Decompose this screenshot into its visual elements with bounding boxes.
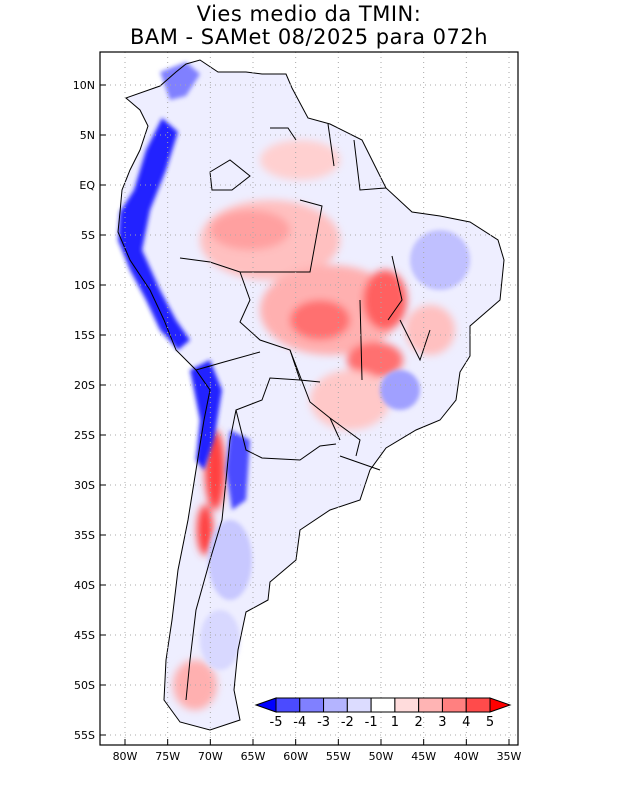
- longitude-label: 55W: [326, 750, 351, 763]
- graticule: [100, 52, 518, 745]
- colorbar-swatch: [465, 697, 491, 713]
- latitude-label: 30S: [74, 479, 95, 492]
- latitude-label: 50S: [74, 679, 95, 692]
- longitude-label: 65W: [241, 750, 266, 763]
- colorbar-swatch: [346, 697, 372, 713]
- colorbar-label: -4: [293, 715, 306, 730]
- colorbar-label: -2: [341, 715, 354, 730]
- longitude-axis: 80W 75W 70W 65W 60W 55W 50W 45W 40W 35W: [113, 739, 522, 763]
- colorbar-swatch: [323, 697, 348, 713]
- longitude-label: 40W: [454, 750, 479, 763]
- colorbar-label: 4: [462, 715, 470, 730]
- colorbar-swatch: [441, 697, 467, 713]
- longitude-label: 35W: [497, 750, 522, 763]
- latitude-label: 15S: [74, 329, 95, 342]
- colorbar-swatch: [370, 697, 396, 713]
- colorbar-label: -1: [365, 715, 378, 730]
- colorbar-label: 2: [415, 715, 423, 730]
- colorbar: -5 -4 -3 -2 -1 1 2 3 4 5: [254, 697, 512, 730]
- colorbar-swatch: [418, 697, 443, 713]
- latitude-axis: 10N 5N EQ 5S 10S 15S 20S 25S 30S 35S 40S 45S 50S 55S: [73, 79, 106, 742]
- colorbar-label: -3: [317, 715, 330, 730]
- latitude-label: 5S: [81, 229, 95, 242]
- longitude-label: 70W: [198, 750, 223, 763]
- latitude-label: 25S: [74, 429, 95, 442]
- longitude-label: 50W: [369, 750, 394, 763]
- latitude-label: 10N: [73, 79, 95, 92]
- longitude-label: 45W: [411, 750, 436, 763]
- latitude-label: EQ: [79, 179, 95, 192]
- latitude-label: 45S: [74, 629, 95, 642]
- cold-bias-regions: [118, 62, 470, 670]
- map-title-line-1: Vies medio da TMIN:: [196, 2, 422, 26]
- latitude-label: 20S: [74, 379, 95, 392]
- plot-frame: [99, 51, 519, 746]
- colorbar-label: 5: [486, 715, 494, 730]
- colorbar-swatch: [275, 697, 301, 713]
- latitude-label: 55S: [74, 729, 95, 742]
- colorbar-label: 3: [438, 715, 446, 730]
- latitude-label: 35S: [74, 529, 95, 542]
- map-title-line-2: BAM - SAMet 08/2025 para 072h: [129, 25, 489, 49]
- colorbar-swatch: [394, 697, 420, 713]
- longitude-label: 80W: [113, 750, 138, 763]
- latitude-label: 5N: [80, 129, 95, 142]
- colorbar-swatch: [299, 697, 325, 713]
- colorbar-label: 1: [391, 715, 399, 730]
- political-borders: [117, 59, 505, 731]
- longitude-label: 60W: [283, 750, 308, 763]
- colorbar-label: -5: [270, 715, 283, 730]
- latitude-label: 10S: [74, 279, 95, 292]
- latitude-label: 40S: [74, 579, 95, 592]
- longitude-label: 75W: [155, 750, 180, 763]
- colorbar-arrow-right: [489, 697, 512, 713]
